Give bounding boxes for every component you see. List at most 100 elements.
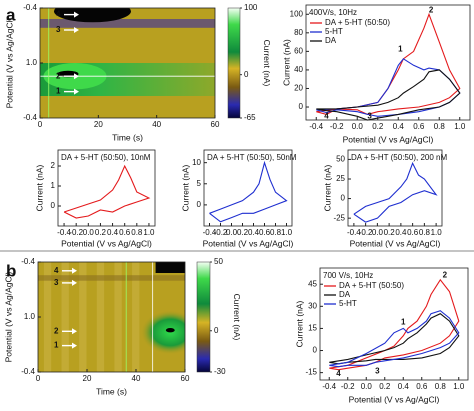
heatmap-shading bbox=[155, 262, 185, 273]
y-tick-label: 100 bbox=[290, 9, 304, 18]
y-tick-label: -15 bbox=[305, 368, 317, 377]
x-tick-label: -0.4 bbox=[203, 228, 217, 237]
colorbar bbox=[227, 7, 241, 119]
peak-label: 3 bbox=[367, 111, 372, 120]
x-tick-label: 0.6 bbox=[416, 382, 428, 391]
cv-line bbox=[329, 310, 460, 368]
annotation-arrow bbox=[72, 267, 77, 274]
heatmap-shading bbox=[61, 262, 69, 372]
x-tick-label: 40 bbox=[132, 374, 141, 383]
annotation-arrow bbox=[74, 27, 79, 33]
annotation: 4 bbox=[54, 266, 59, 275]
y-tick-label: 10 bbox=[192, 158, 201, 167]
x-tick-label: 0.0 bbox=[372, 228, 384, 237]
x-tick-label: 0.0 bbox=[226, 228, 238, 237]
colorbar-tick-label: -30 bbox=[214, 367, 226, 376]
y-tick-label: 40 bbox=[294, 65, 303, 74]
x-tick-label: 0.6 bbox=[259, 228, 271, 237]
heatmap-shading bbox=[40, 19, 215, 28]
legend-label: DA + 5-HT (50:50) bbox=[339, 281, 404, 290]
cv-line bbox=[329, 313, 460, 365]
annotation: 4 bbox=[56, 10, 61, 19]
x-tick-label: -0.4 bbox=[347, 228, 361, 237]
y-tick-label: 0 bbox=[51, 201, 56, 210]
plot-frame bbox=[57, 149, 156, 227]
x-tick-label: 0.4 bbox=[393, 122, 405, 131]
x-axis-label: Potential (V vs Ag/AgCl) bbox=[203, 238, 294, 248]
cv-line bbox=[316, 69, 461, 121]
x-tick-label: 60 bbox=[181, 374, 190, 383]
colorbar-label: Current (nA) bbox=[262, 40, 272, 87]
annotation-arrow bbox=[72, 328, 77, 335]
x-tick-label: 0.8 bbox=[419, 228, 431, 237]
colorbar-label: Current (nA) bbox=[232, 294, 242, 341]
x-tick-label: 0.8 bbox=[131, 228, 143, 237]
x-tick-label: 60 bbox=[211, 120, 220, 129]
x-axis-label: Time (s) bbox=[96, 386, 127, 396]
x-tick-label: 0.2 bbox=[384, 228, 396, 237]
annotation: 3 bbox=[54, 278, 59, 287]
heatmap bbox=[38, 262, 185, 372]
x-tick-label: -0.4 bbox=[322, 382, 336, 391]
plot-frame bbox=[347, 149, 443, 227]
x-tick-label: 0.0 bbox=[361, 382, 373, 391]
y-tick-label: 1 bbox=[51, 181, 56, 190]
colorbar-tick-label: 50 bbox=[214, 257, 223, 266]
heatmap-shading bbox=[132, 262, 140, 372]
x-tick-label: 40 bbox=[152, 120, 161, 129]
y-tick-label: -0.4 bbox=[23, 3, 37, 12]
annotation-arrow bbox=[74, 88, 79, 95]
y-tick-label: 0 bbox=[299, 102, 304, 111]
plot-frame bbox=[203, 149, 293, 227]
x-tick-label: 0.0 bbox=[352, 122, 364, 131]
heatmap-shading bbox=[54, 8, 131, 23]
y-tick-label: 1.0 bbox=[24, 312, 36, 321]
annotation-arrow bbox=[74, 11, 79, 18]
annotation-arrow bbox=[72, 279, 77, 286]
x-tick-label: 0.8 bbox=[434, 122, 446, 131]
heatmap-shading bbox=[79, 262, 87, 372]
legend-label: 5-HT bbox=[325, 27, 343, 36]
x-tick-label: 0.4 bbox=[107, 228, 119, 237]
x-tick-label: 0.2 bbox=[237, 228, 249, 237]
y-tick-label: 25 bbox=[336, 174, 345, 183]
y-tick-label: 5 bbox=[197, 179, 202, 188]
heatmap-shading bbox=[165, 328, 175, 333]
y-axis-label: Current (nA) bbox=[180, 164, 190, 211]
x-tick-label: 0.2 bbox=[379, 382, 391, 391]
heatmap-shading bbox=[38, 275, 185, 281]
x-tick-label: 0.2 bbox=[95, 228, 107, 237]
x-tick-label: 0.8 bbox=[435, 382, 447, 391]
cv-line bbox=[209, 160, 288, 223]
chart-title: 400V/s, 10Hz bbox=[309, 8, 357, 17]
legend-label: DA bbox=[339, 290, 351, 299]
x-axis-label: Potential (V vs Ag/AgCl) bbox=[349, 394, 440, 404]
colorbar bbox=[196, 261, 211, 373]
x-axis-label: Time (s) bbox=[112, 132, 143, 142]
y-axis-label: Current (nA) bbox=[294, 300, 304, 347]
x-tick-label: -0.2 bbox=[341, 382, 355, 391]
x-axis-label: Potential (V vs Ag/AgCl) bbox=[350, 238, 441, 248]
heatmap-shading bbox=[114, 262, 122, 372]
x-tick-label: 0 bbox=[38, 120, 43, 129]
x-tick-label: 0.4 bbox=[395, 228, 407, 237]
y-tick-label: 60 bbox=[294, 46, 303, 55]
y-tick-label: 15 bbox=[308, 324, 317, 333]
x-axis-label: Potential (V vs Ag/AgCl) bbox=[343, 134, 434, 144]
legend-label: DA + 5-HT (50:50) bbox=[325, 18, 390, 27]
y-tick-label: -25 bbox=[333, 213, 345, 222]
heatmap bbox=[40, 8, 215, 118]
y-tick-label: -0.4 bbox=[21, 257, 35, 266]
colorbar-tick-label: -65 bbox=[244, 113, 256, 122]
y-tick-label: 1.0 bbox=[26, 58, 38, 67]
x-tick-label: 0.0 bbox=[83, 228, 95, 237]
chart-title: DA + 5-HT (50:50), 10nM bbox=[61, 153, 151, 162]
y-tick-label: 2 bbox=[51, 161, 56, 170]
heatmap-shading bbox=[96, 262, 105, 372]
x-tick-label: -0.2 bbox=[214, 228, 228, 237]
x-tick-label: 1.0 bbox=[453, 382, 465, 391]
annotation-arrow bbox=[72, 342, 77, 349]
peak-label: 1 bbox=[401, 318, 406, 327]
x-tick-label: 0.4 bbox=[398, 382, 410, 391]
